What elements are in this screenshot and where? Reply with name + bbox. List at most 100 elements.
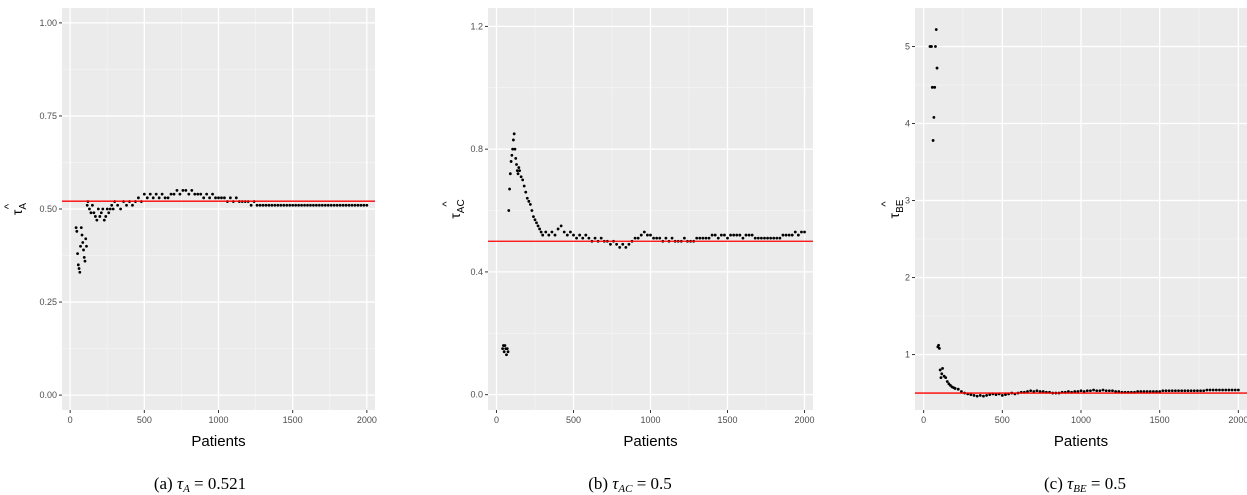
data-point — [513, 147, 517, 151]
data-point — [93, 215, 97, 218]
data-point — [658, 236, 662, 240]
data-point — [1104, 389, 1108, 393]
data-point — [1205, 388, 1209, 392]
data-point — [365, 203, 369, 207]
data-point — [514, 156, 518, 160]
data-point — [627, 242, 631, 246]
data-point — [649, 233, 652, 237]
data-point — [81, 241, 85, 244]
data-point — [223, 196, 226, 200]
data-point — [969, 393, 973, 396]
data-point — [536, 224, 540, 228]
data-point — [85, 244, 88, 248]
data-point — [217, 196, 220, 200]
data-points — [74, 188, 369, 274]
data-point — [104, 215, 108, 218]
data-point — [508, 187, 511, 191]
data-point — [575, 236, 578, 240]
data-point — [347, 203, 351, 207]
data-point — [91, 203, 94, 207]
data-point — [934, 45, 937, 48]
y-tick-label: 3 — [905, 196, 910, 206]
data-point — [205, 192, 209, 196]
data-point — [1085, 389, 1089, 393]
panel-b: 0 500 1000 1500 2000 0.0 0.4 0.8 1.2 Patients τAC ^… — [430, 0, 825, 495]
data-point — [1151, 390, 1155, 393]
data-point — [341, 203, 345, 207]
y-tick-label: 1 — [905, 350, 910, 360]
data-point — [264, 203, 268, 207]
data-point — [193, 192, 197, 196]
data-point — [1107, 389, 1111, 393]
x-tick-label: 1500 — [1150, 415, 1170, 425]
caption-equals: = — [636, 474, 647, 493]
data-point — [527, 199, 531, 203]
panel-c: 0 500 1000 1500 2000 1 2 3 4 5 Patients τBE ^ (c) τB… — [865, 0, 1247, 495]
x-tick-label: 1500 — [717, 415, 737, 425]
data-point — [652, 236, 655, 240]
data-point — [1164, 389, 1168, 393]
data-point — [624, 245, 628, 249]
data-point — [154, 192, 158, 196]
data-point — [362, 203, 366, 207]
data-point — [562, 230, 566, 234]
data-point — [105, 207, 109, 211]
data-point — [1183, 389, 1187, 393]
caption-subscript: BE — [1073, 483, 1087, 495]
data-point — [1180, 389, 1184, 393]
y-axis-label-hat: ^ — [3, 203, 15, 209]
y-axis-label-subscript: A — [18, 203, 29, 210]
data-point — [119, 207, 122, 211]
data-point — [933, 85, 937, 89]
data-point — [501, 347, 505, 351]
data-point — [937, 343, 940, 347]
data-point — [1202, 389, 1206, 393]
y-tick-label: 2 — [905, 273, 910, 283]
data-point — [698, 236, 702, 240]
data-point — [79, 244, 82, 248]
data-point — [306, 203, 309, 207]
data-point — [618, 245, 622, 249]
data-point — [234, 196, 238, 200]
y-axis-label: τBE — [886, 199, 906, 218]
data-point — [148, 192, 152, 196]
x-tick-label: 2000 — [357, 415, 377, 425]
data-point — [359, 203, 363, 207]
data-point — [716, 236, 720, 240]
axes: 0 500 1000 1500 2000 1 2 3 4 5 — [905, 42, 1247, 425]
y-tick-label: 1.2 — [470, 21, 483, 31]
data-point — [760, 236, 763, 240]
data-point — [267, 203, 271, 207]
data-point — [145, 196, 149, 200]
data-point — [160, 192, 164, 196]
data-point — [1098, 389, 1102, 393]
data-point — [945, 380, 949, 383]
data-point — [294, 203, 298, 207]
y-tick-label: 0.8 — [470, 144, 483, 154]
data-point — [569, 230, 572, 234]
data-point — [137, 196, 140, 200]
data-point — [102, 218, 106, 222]
data-point — [538, 227, 541, 231]
data-point — [525, 196, 529, 200]
data-point — [766, 236, 769, 240]
caption-subscript: A — [183, 483, 190, 495]
data-point — [1230, 388, 1234, 392]
data-point — [187, 192, 191, 196]
data-point — [512, 132, 516, 136]
data-point — [317, 203, 321, 207]
data-point — [615, 242, 619, 246]
data-point — [533, 218, 537, 222]
data-point — [972, 393, 976, 397]
caption-equals: = — [1090, 474, 1101, 493]
data-point — [211, 192, 214, 196]
data-point — [750, 233, 754, 237]
data-point — [323, 203, 327, 207]
data-point — [505, 353, 508, 357]
data-point — [353, 203, 357, 207]
x-tick-label: 1000 — [208, 415, 228, 425]
data-point — [553, 233, 557, 237]
data-point — [335, 203, 339, 207]
data-point — [175, 188, 179, 192]
data-point — [515, 163, 518, 166]
